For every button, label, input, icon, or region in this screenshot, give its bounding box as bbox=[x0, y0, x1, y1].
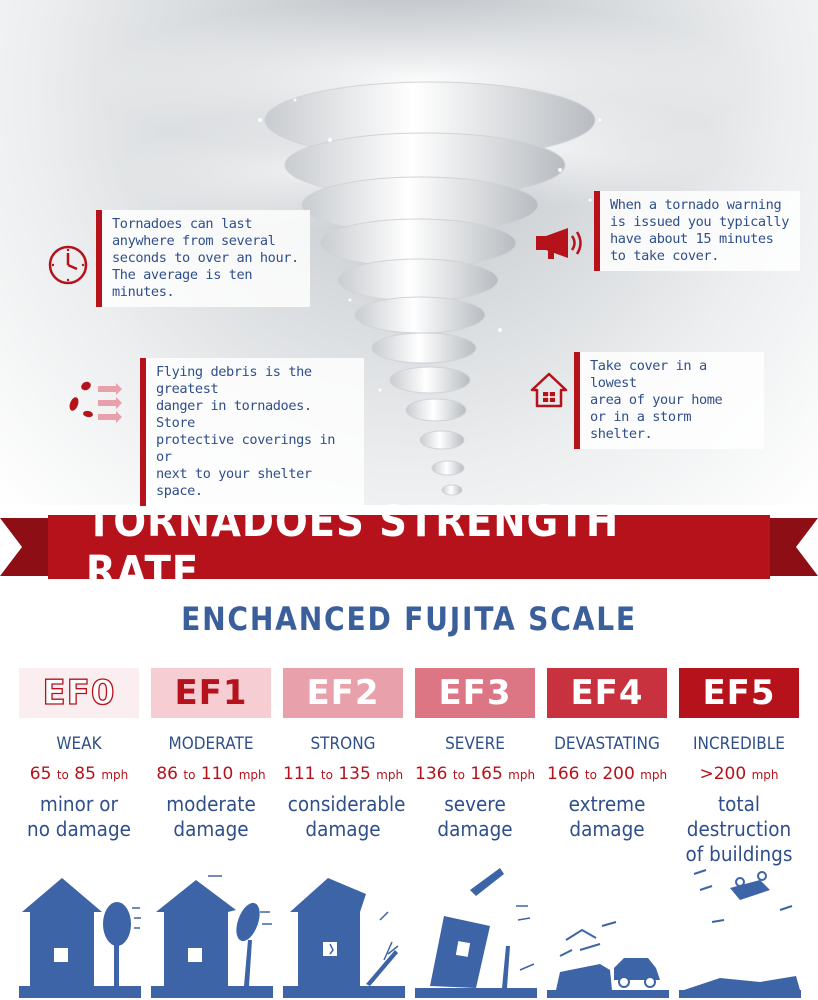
level-damage: moderate damage bbox=[166, 792, 256, 841]
level-code: EF4 bbox=[570, 673, 644, 713]
level-damage: extreme damage bbox=[568, 792, 646, 841]
level-badge: EF4 bbox=[547, 668, 667, 718]
tornado-illustration bbox=[90, 0, 750, 496]
fact-warning-time: When a tornado warning is issued you typ… bbox=[594, 191, 800, 271]
level-wind-speed: 136 to 165 mph bbox=[415, 764, 535, 784]
speed-low: 166 bbox=[547, 764, 580, 784]
ef0-house-tree-illustration bbox=[19, 878, 141, 998]
megaphone-icon bbox=[536, 228, 582, 259]
house-shelter-icon bbox=[530, 372, 568, 408]
speed-high: 85 bbox=[74, 764, 96, 784]
speed-to: to bbox=[320, 768, 333, 782]
level-ef2: EF2 STRONG 111 to 135 mph considerable d… bbox=[283, 668, 406, 842]
ef5-flying-car-debris-illustration bbox=[679, 869, 801, 998]
level-wind-speed: 166 to 200 mph bbox=[547, 764, 667, 784]
speed-unit: mph bbox=[238, 768, 266, 782]
level-ef5: EF5 INCREDIBLE >200 mph total destructio… bbox=[679, 668, 799, 867]
speed-to: to bbox=[183, 768, 196, 782]
ef1-house-tree-illustration bbox=[151, 875, 273, 998]
level-badge: EF2 bbox=[283, 668, 403, 718]
speed-low: 111 bbox=[283, 764, 316, 784]
ef3-collapsed-house-illustration bbox=[415, 868, 537, 998]
scale-subtitle: ENCHANCED FUJITA SCALE bbox=[181, 600, 637, 638]
speed-low: 86 bbox=[156, 764, 178, 784]
level-name: DEVASTATING bbox=[554, 734, 660, 754]
damage-illustrations bbox=[19, 868, 801, 998]
level-damage: severe damage bbox=[437, 792, 513, 841]
speed-unit: mph bbox=[640, 768, 668, 782]
speed-low: 136 bbox=[415, 764, 448, 784]
speed-to: to bbox=[452, 768, 465, 782]
speed-low: 65 bbox=[29, 764, 52, 784]
level-ef0: EF0 WEAK 65 to 85 mph minor or no damage bbox=[19, 668, 139, 842]
speed-high: 200 bbox=[602, 764, 635, 784]
level-name: STRONG bbox=[310, 734, 376, 754]
level-wind-speed: 86 to 110 mph bbox=[151, 764, 271, 784]
level-ef1: EF1 MODERATE 86 to 110 mph moderate dama… bbox=[151, 668, 271, 842]
speed-to: to bbox=[584, 768, 597, 782]
level-name: INCREDIBLE bbox=[693, 734, 785, 754]
level-wind-speed: 111 to 135 mph bbox=[283, 764, 403, 784]
level-name: SEVERE bbox=[445, 734, 505, 754]
level-name: MODERATE bbox=[168, 734, 254, 754]
fact-duration: Tornadoes can last anywhere from several… bbox=[96, 210, 310, 307]
fact-flying-debris: Flying debris is the greatest danger in … bbox=[140, 358, 364, 506]
speed-unit: mph bbox=[751, 768, 779, 782]
debris-icon bbox=[69, 381, 122, 423]
speed-unit: mph bbox=[101, 768, 129, 782]
level-damage: considerable damage bbox=[287, 792, 406, 841]
speed-unit: mph bbox=[376, 768, 404, 782]
fact-take-cover: Take cover in a lowest area of your home… bbox=[574, 352, 764, 449]
speed-high: 110 bbox=[200, 764, 234, 784]
page-title: TORNADOES STRENGTH RATE bbox=[85, 497, 620, 597]
level-damage: minor or no damage bbox=[27, 792, 131, 841]
level-code: EF1 bbox=[174, 673, 248, 713]
level-badge: EF5 bbox=[679, 668, 799, 718]
level-badge: EF3 bbox=[415, 668, 535, 718]
level-code: EF2 bbox=[306, 673, 380, 713]
level-wind-speed: >200 mph bbox=[679, 764, 799, 784]
title-ribbon bbox=[0, 515, 818, 579]
level-ef3: EF3 SEVERE 136 to 165 mph severe damage bbox=[415, 668, 535, 842]
level-code: EF0 bbox=[42, 672, 116, 713]
ef4-destroyed-house-car-illustration bbox=[547, 921, 669, 998]
level-name: WEAK bbox=[56, 734, 102, 754]
speed-high: 135 bbox=[338, 764, 371, 784]
speed-to: to bbox=[56, 768, 69, 782]
level-badge: EF0 bbox=[19, 668, 139, 718]
level-damage: total destruction of buildings bbox=[685, 792, 793, 866]
ef2-damaged-house-illustration bbox=[283, 878, 405, 998]
speed-unit: mph bbox=[508, 768, 536, 782]
level-code: EF5 bbox=[702, 673, 776, 713]
speed-high: 165 bbox=[470, 764, 503, 784]
clock-icon bbox=[48, 245, 88, 285]
level-ef4: EF4 DEVASTATING 166 to 200 mph extreme d… bbox=[547, 668, 667, 842]
level-wind-speed: 65 to 85 mph bbox=[19, 764, 139, 784]
speed-low: >200 bbox=[699, 764, 747, 784]
level-code: EF3 bbox=[438, 673, 512, 713]
fujita-scale-levels: EF0 WEAK 65 to 85 mph minor or no damage… bbox=[19, 668, 801, 866]
level-badge: EF1 bbox=[151, 668, 271, 718]
